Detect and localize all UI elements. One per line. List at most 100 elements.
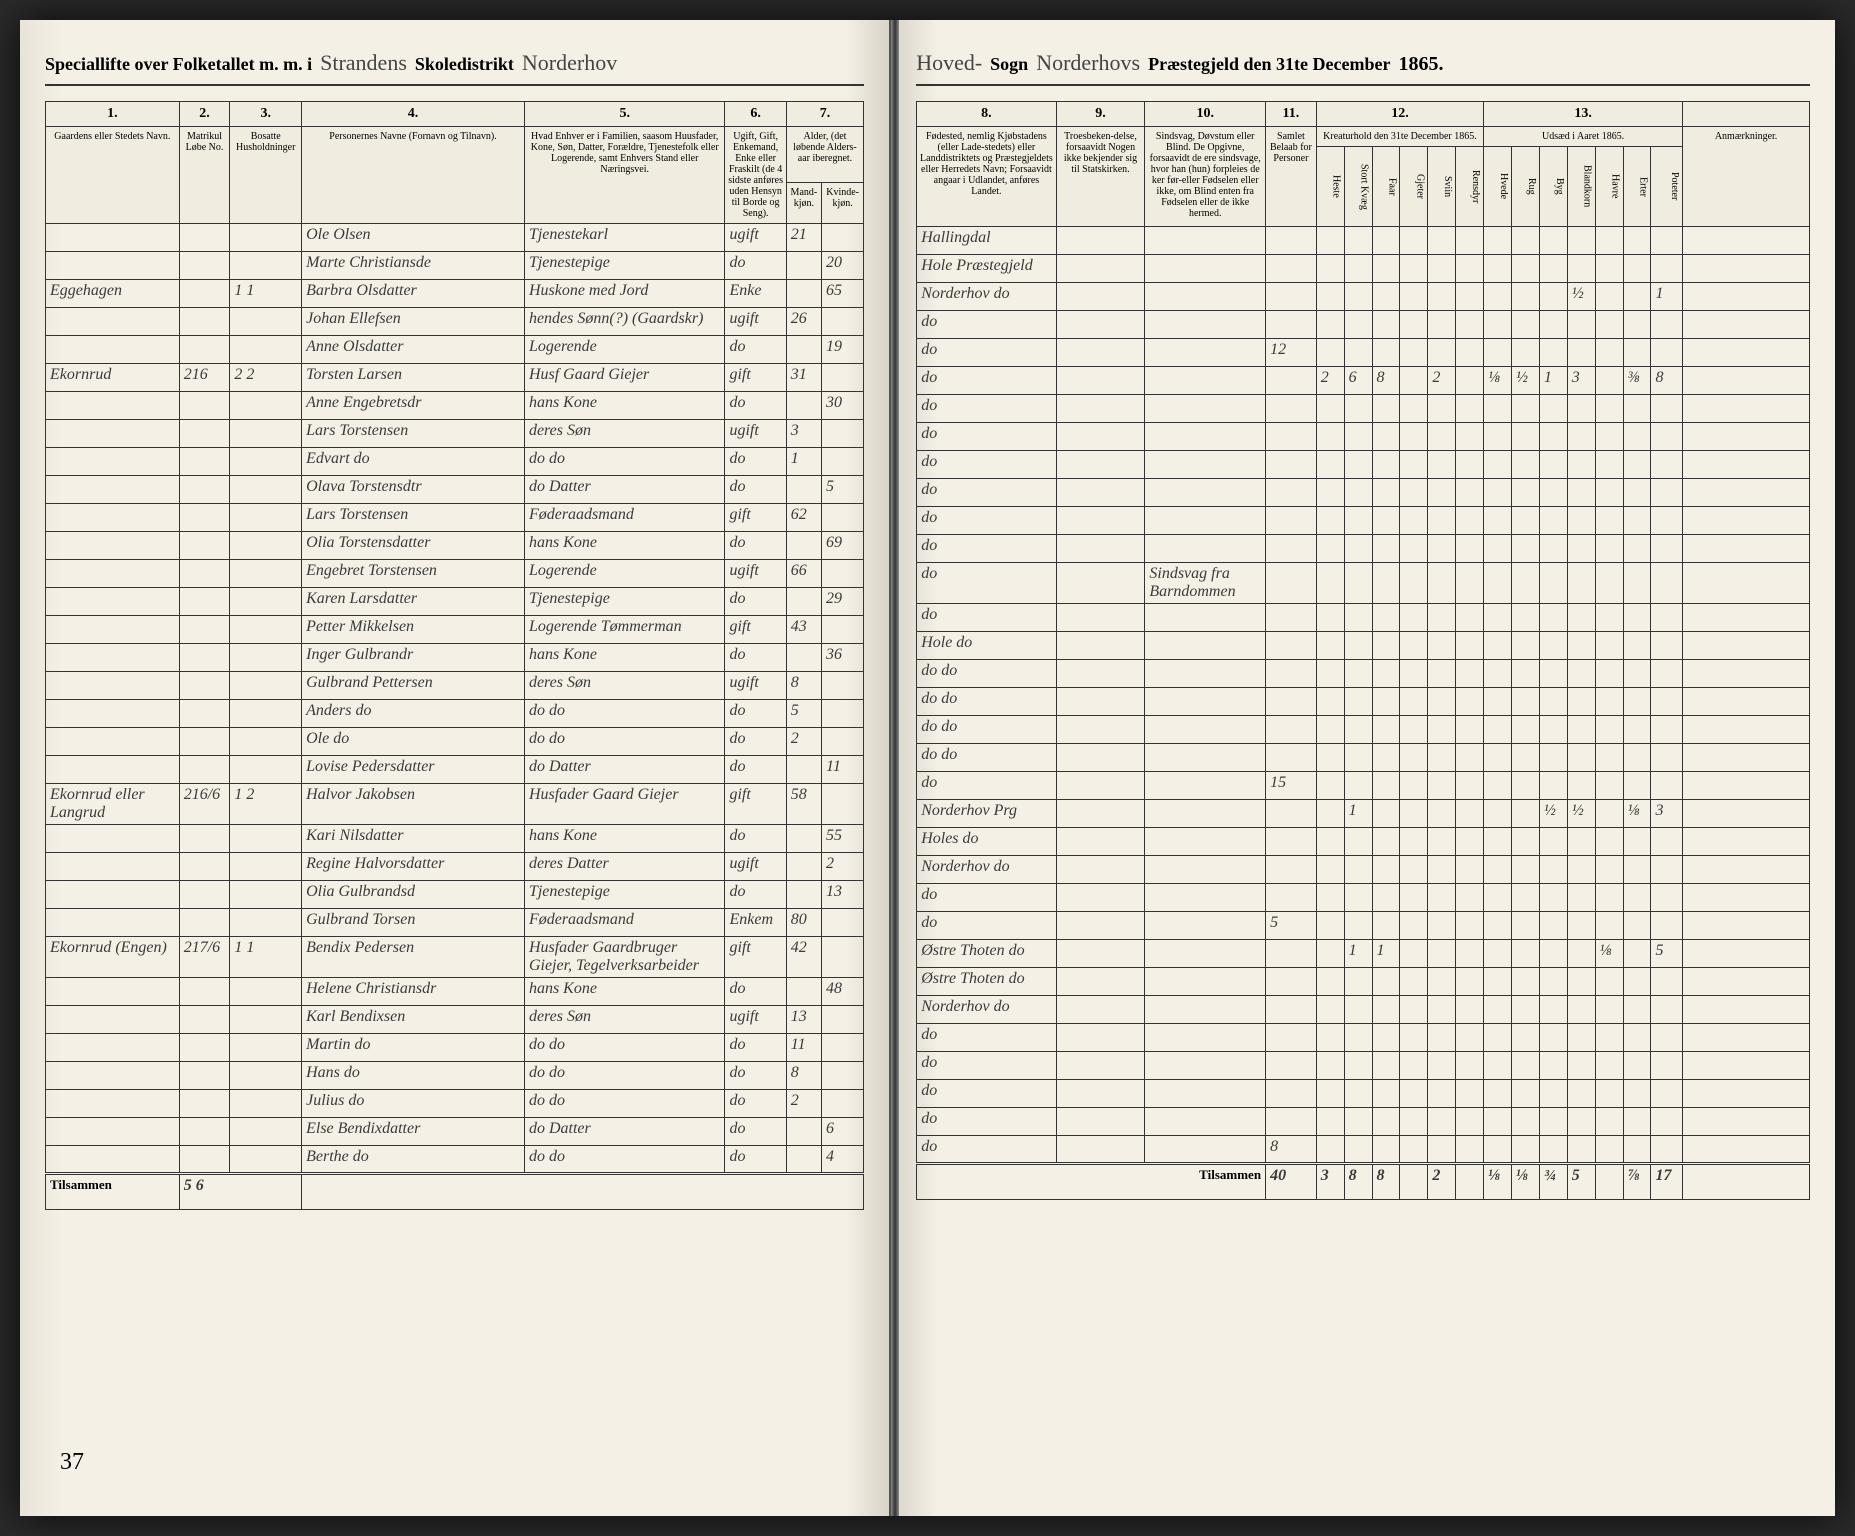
cell-c12-1 <box>1344 856 1372 884</box>
cell-c12-3 <box>1400 884 1428 912</box>
cell-c6: gift <box>725 616 786 644</box>
cell-c11 <box>1266 800 1317 828</box>
cell-c10 <box>1145 912 1266 940</box>
cell-c13-1 <box>1512 996 1540 1024</box>
cell-c9 <box>1056 563 1145 604</box>
table-row: do <box>917 1108 1810 1136</box>
cell-c6: Enkem <box>725 909 786 937</box>
cell-c9 <box>1056 912 1145 940</box>
cell-c13-0 <box>1484 1024 1512 1052</box>
cell-c13-3 <box>1567 660 1595 688</box>
cell-c13-1 <box>1512 688 1540 716</box>
cell-c12-3 <box>1400 423 1428 451</box>
cell-c9 <box>1056 744 1145 772</box>
cell-c5: Logerende <box>524 560 725 588</box>
cell-remarks <box>1683 451 1810 479</box>
cell-c12-3 <box>1400 311 1428 339</box>
cell-c7m <box>786 644 821 672</box>
cell-c12-0 <box>1316 423 1344 451</box>
cell-c3 <box>230 644 302 672</box>
cell-remarks <box>1683 604 1810 632</box>
cell-remarks <box>1683 367 1810 395</box>
cell-c13-3 <box>1567 423 1595 451</box>
cell-c11 <box>1266 1052 1317 1080</box>
cell-c1 <box>46 1006 180 1034</box>
cell-c2 <box>179 532 230 560</box>
cell-c1: Ekornrud (Engen) <box>46 937 180 978</box>
cell-remarks <box>1683 660 1810 688</box>
cell-c3 <box>230 1006 302 1034</box>
cell-c3 <box>230 700 302 728</box>
cell-c12-5 <box>1456 828 1484 856</box>
cell-c12-1 <box>1344 968 1372 996</box>
cell-c4: Inger Gulbrandr <box>302 644 525 672</box>
cell-c13-5 <box>1623 996 1651 1024</box>
cell-c2 <box>179 672 230 700</box>
cell-c8: do <box>917 1108 1056 1136</box>
cell-c3 <box>230 420 302 448</box>
cell-c12-1 <box>1344 884 1372 912</box>
cell-c10 <box>1145 800 1266 828</box>
cell-c1 <box>46 392 180 420</box>
cell-c10 <box>1145 772 1266 800</box>
cell-c12-0 <box>1316 535 1344 563</box>
cell-remarks <box>1683 339 1810 367</box>
cell-c13-5 <box>1623 1052 1651 1080</box>
cell-c11: 12 <box>1266 339 1317 367</box>
table-row: do5 <box>917 912 1810 940</box>
cell-c12-0 <box>1316 1052 1344 1080</box>
cell-c13-4: ⅛ <box>1595 940 1623 968</box>
cell-c8: do <box>917 1024 1056 1052</box>
cell-c12-2 <box>1372 688 1400 716</box>
cell-c13-6: 3 <box>1651 800 1683 828</box>
cell-c5: Logerende <box>524 336 725 364</box>
cell-c7f <box>822 1006 864 1034</box>
left-tbody: Ole OlsenTjenestekarlugift21Marte Christ… <box>46 224 864 1174</box>
left-page: Speciallifte over Folketallet m. m. i St… <box>20 20 891 1516</box>
cell-remarks <box>1683 744 1810 772</box>
cell-c7m: 1 <box>786 448 821 476</box>
colhead-12-2: Faar <box>1372 147 1400 227</box>
colhead-13: Udsæd i Aaret 1865. <box>1484 127 1683 147</box>
cell-c9 <box>1056 311 1145 339</box>
cell-c13-0 <box>1484 884 1512 912</box>
cell-c7f <box>822 448 864 476</box>
cell-c13-1 <box>1512 507 1540 535</box>
cell-c8: do <box>917 772 1056 800</box>
cell-c1 <box>46 476 180 504</box>
cell-c8: do do <box>917 660 1056 688</box>
cell-c12-0 <box>1316 507 1344 535</box>
cell-c13-0 <box>1484 255 1512 283</box>
cell-c3 <box>230 1146 302 1174</box>
cell-c13-2 <box>1539 632 1567 660</box>
cell-c10 <box>1145 283 1266 311</box>
cell-c12-2: 8 <box>1372 367 1400 395</box>
cell-c1 <box>46 909 180 937</box>
cell-c5: deres Søn <box>524 420 725 448</box>
cell-c1 <box>46 853 180 881</box>
cell-c12-3 <box>1400 479 1428 507</box>
cell-c3 <box>230 308 302 336</box>
cell-c5: deres Søn <box>524 1006 725 1034</box>
cell-c13-3 <box>1567 227 1595 255</box>
cell-c9 <box>1056 940 1145 968</box>
cell-c5: Husfader Gaard Giejer <box>524 784 725 825</box>
cell-c13-5 <box>1623 311 1651 339</box>
cell-c13-1 <box>1512 563 1540 604</box>
table-row: Ekornrud (Engen)217/61 1Bendix PedersenH… <box>46 937 864 978</box>
cell-c9 <box>1056 884 1145 912</box>
cell-c12-2 <box>1372 1024 1400 1052</box>
cell-c9 <box>1056 968 1145 996</box>
cell-c12-2 <box>1372 227 1400 255</box>
cell-c12-4 <box>1428 800 1456 828</box>
table-row: Olava Torstensdtrdo Datterdo5 <box>46 476 864 504</box>
cell-c6: do <box>725 252 786 280</box>
cell-c13-0: ⅛ <box>1484 367 1512 395</box>
cell-c7m <box>786 756 821 784</box>
cell-c8: do do <box>917 716 1056 744</box>
cell-remarks <box>1683 968 1810 996</box>
cell-c11 <box>1266 940 1317 968</box>
cell-c6: do <box>725 336 786 364</box>
cell-c12-2 <box>1372 395 1400 423</box>
cell-c12-2 <box>1372 451 1400 479</box>
